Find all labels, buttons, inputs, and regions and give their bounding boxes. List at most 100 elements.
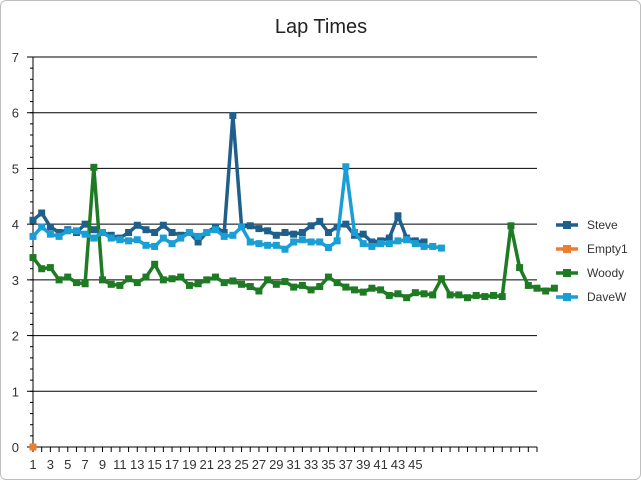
data-point (229, 277, 237, 285)
x-tick-label: 35 (321, 457, 335, 472)
data-point (281, 278, 289, 286)
data-point (342, 163, 350, 171)
data-point (116, 236, 124, 244)
data-point (81, 230, 89, 238)
x-tick-label: 45 (408, 457, 422, 472)
data-point (255, 287, 263, 295)
legend-label: Steve (587, 218, 618, 232)
data-point (55, 232, 63, 240)
data-point (46, 230, 54, 238)
data-point (272, 241, 280, 249)
data-point (246, 222, 254, 230)
legend-marker (563, 221, 571, 229)
data-point (116, 281, 124, 289)
data-point (342, 283, 350, 291)
data-point (29, 232, 37, 240)
data-point (298, 229, 306, 236)
data-point (264, 276, 272, 284)
legend-marker (563, 269, 571, 277)
legend-item: DaveW (556, 290, 627, 304)
x-tick-label: 37 (339, 457, 353, 472)
data-point (142, 273, 150, 281)
legend-item: Empty1 (556, 242, 628, 256)
data-point (238, 280, 246, 288)
data-point (46, 223, 54, 231)
data-point (168, 275, 176, 283)
data-point (229, 112, 237, 119)
data-point (151, 242, 159, 250)
data-point (403, 236, 411, 244)
gridlines (33, 56, 537, 448)
data-point (316, 217, 324, 225)
data-point (90, 163, 98, 171)
data-point (64, 273, 72, 281)
data-point (324, 229, 332, 236)
data-point (99, 276, 107, 284)
x-tick-label: 11 (113, 457, 127, 472)
x-tick-label: 15 (147, 457, 161, 472)
data-point (290, 283, 298, 291)
data-point (429, 291, 437, 299)
data-point (394, 290, 402, 298)
data-point (38, 265, 46, 273)
legend-marker (563, 245, 571, 253)
data-point (220, 232, 228, 240)
data-point (185, 281, 193, 289)
data-point (229, 231, 237, 239)
data-point (133, 221, 141, 229)
data-point (177, 273, 185, 281)
series-davew (29, 163, 445, 253)
data-point (125, 229, 133, 236)
legend-label: Empty1 (587, 242, 628, 256)
x-tick-label: 5 (64, 457, 71, 472)
data-point (185, 229, 193, 236)
data-point (316, 238, 324, 246)
legend: Steve Empty1 Woody DaveW (556, 218, 628, 304)
y-tick-label: 4 (12, 217, 19, 232)
data-point (342, 220, 350, 228)
data-point (81, 220, 89, 228)
legend-item: Woody (556, 266, 624, 280)
data-point (142, 226, 150, 234)
x-tick-label: 31 (286, 457, 300, 472)
series-empty1 (29, 443, 37, 451)
data-point (133, 279, 141, 287)
data-point (394, 237, 402, 245)
data-point (90, 234, 98, 242)
data-point (420, 238, 428, 246)
data-point (55, 276, 63, 284)
x-tick-label: 33 (304, 457, 318, 472)
x-tick-label: 25 (234, 457, 248, 472)
data-point (151, 229, 159, 236)
data-point (29, 254, 37, 262)
data-point (125, 237, 133, 245)
data-point (307, 238, 315, 246)
data-point (333, 279, 341, 287)
data-point (64, 227, 72, 235)
x-tick-label: 3 (47, 457, 54, 472)
data-point (368, 284, 376, 292)
data-point (290, 230, 298, 238)
data-point (55, 229, 63, 236)
y-tick-label: 2 (12, 329, 19, 344)
x-tick-label: 41 (373, 457, 387, 472)
x-tick-label: 43 (391, 457, 405, 472)
x-tick-label: 39 (356, 457, 370, 472)
data-point (290, 238, 298, 246)
data-point (203, 229, 211, 236)
data-point (359, 288, 367, 296)
data-point (437, 275, 445, 283)
data-point (159, 234, 167, 242)
data-point (516, 264, 524, 272)
legend-label: Woody (587, 266, 624, 280)
data-point (429, 242, 437, 250)
data-point (550, 284, 558, 292)
x-tick-label: 13 (130, 457, 144, 472)
x-tick-label: 23 (217, 457, 231, 472)
data-point (324, 273, 332, 281)
data-point (272, 280, 280, 288)
data-point (99, 229, 107, 236)
data-point (142, 241, 150, 249)
data-point (385, 234, 393, 242)
